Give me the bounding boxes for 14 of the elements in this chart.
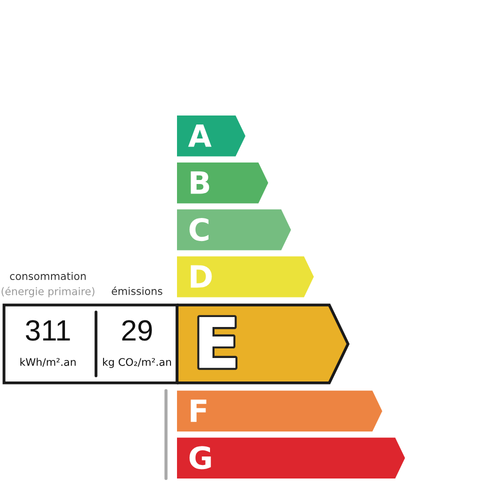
- y-tick-label: E: [199, 317, 236, 368]
- y-tick-label: G: [190, 446, 211, 470]
- text: (énergie primaire): [2, 286, 94, 298]
- y-tick-label: C: [190, 218, 208, 242]
- y-tick-label: F: [190, 400, 206, 422]
- text: kWh/m².an: [20, 358, 76, 367]
- text: 311: [26, 320, 70, 341]
- text: émissions: [112, 286, 162, 296]
- text: 29: [122, 320, 152, 341]
- y-tick-label: D: [190, 265, 212, 288]
- text: kg CO₂/m².an: [103, 358, 171, 368]
- text: consommation: [10, 272, 86, 280]
- y-tick-label: A: [188, 124, 212, 147]
- y-tick-label: B: [190, 171, 210, 194]
